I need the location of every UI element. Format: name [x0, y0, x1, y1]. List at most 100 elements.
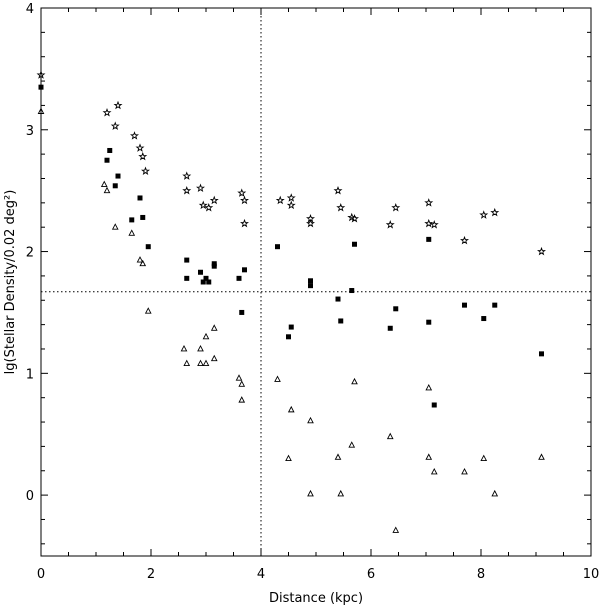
star-marker — [385, 220, 395, 229]
star-marker — [286, 200, 296, 210]
square-marker — [203, 275, 209, 281]
square-marker — [393, 306, 399, 312]
square-marker — [426, 319, 432, 325]
star-marker — [135, 143, 145, 152]
star-marker — [240, 195, 249, 205]
star-marker — [424, 198, 434, 207]
x-tick-label: 4 — [257, 567, 265, 582]
star-marker — [336, 203, 346, 212]
triangle-marker — [136, 256, 144, 263]
star-marker — [424, 218, 434, 228]
triangle-marker — [461, 467, 468, 475]
data-points — [36, 70, 546, 533]
square-marker — [236, 275, 242, 281]
y-tick-label: 3 — [26, 124, 34, 139]
star-marker — [237, 188, 247, 197]
square-marker — [137, 195, 143, 201]
square-marker — [242, 267, 247, 273]
triangle-marker — [285, 454, 292, 462]
triangle-marker — [197, 359, 204, 367]
star-marker — [110, 121, 120, 130]
axis-tick-labels: 0 2 4 6 8 10 0 1 2 3 4 — [26, 2, 600, 582]
star-marker — [141, 166, 150, 175]
x-tick-label: 2 — [147, 567, 155, 582]
y-axis-title: lg(Stellar Density/0.02 deg²) — [3, 190, 18, 375]
triangle-marker — [210, 324, 218, 331]
square-marker — [38, 84, 44, 90]
triangle-marker — [202, 359, 210, 367]
square-marker — [308, 278, 313, 284]
star-marker — [102, 108, 112, 117]
x-tick-label: 0 — [37, 567, 45, 582]
y-tick-label: 1 — [26, 367, 34, 382]
square-marker — [431, 402, 437, 408]
star-marker — [182, 171, 192, 180]
star-marker — [429, 220, 439, 229]
triangle-marker — [337, 489, 345, 497]
star-marker — [391, 203, 401, 212]
square-marker — [107, 147, 113, 153]
star-marker — [333, 185, 343, 195]
triangle-marker — [111, 223, 119, 230]
square-marker — [288, 324, 294, 330]
triangle-marker — [197, 345, 204, 352]
square-marker — [492, 302, 498, 308]
square-marker — [462, 302, 467, 308]
triangle-marker — [235, 374, 243, 381]
star-marker — [209, 195, 219, 205]
square-marker — [184, 257, 190, 263]
square-marker — [275, 244, 280, 250]
y-tick-label: 2 — [26, 246, 34, 261]
square-marker — [129, 217, 135, 223]
star-marker — [350, 213, 359, 223]
square-marker — [198, 269, 203, 275]
triangle-marker — [538, 453, 545, 460]
square-marker — [239, 309, 245, 315]
square-marker — [145, 244, 151, 250]
square-marker — [387, 325, 393, 331]
triangle-marker — [180, 345, 188, 352]
triangle-marker — [392, 526, 400, 533]
square-marker — [349, 288, 355, 294]
triangle-marker — [307, 489, 314, 497]
triangle-marker — [238, 380, 246, 387]
square-marker — [539, 351, 544, 357]
x-tick-label: 6 — [367, 567, 375, 582]
triangle-marker — [491, 489, 499, 497]
star-marker — [479, 210, 489, 219]
x-tick-label: 10 — [583, 567, 600, 582]
square-marker — [481, 316, 487, 322]
x-axis-title: Distance (kpc) — [269, 591, 363, 606]
triangle-marker — [103, 186, 111, 194]
star-marker — [130, 131, 139, 140]
triangle-marker — [425, 453, 433, 460]
triangle-marker — [351, 377, 358, 385]
square-marker — [140, 214, 146, 220]
square-marker — [200, 279, 206, 285]
triangle-marker — [139, 259, 147, 267]
square-marker — [184, 275, 190, 281]
star-marker — [306, 218, 315, 228]
square-marker — [206, 279, 212, 285]
plot-frame — [40, 7, 592, 557]
star-marker — [460, 235, 469, 245]
square-marker — [211, 261, 217, 267]
star-marker — [275, 195, 285, 205]
axis-ticks — [40, 7, 592, 556]
triangle-marker — [183, 359, 191, 367]
star-marker — [113, 100, 123, 110]
square-marker — [308, 283, 313, 289]
star-marker — [490, 207, 500, 217]
triangle-marker — [430, 467, 438, 475]
star-marker — [286, 193, 296, 202]
triangle-marker — [144, 307, 152, 314]
x-tick-label: 8 — [477, 567, 485, 582]
triangle-marker — [425, 383, 433, 391]
square-marker — [335, 296, 341, 302]
triangle-marker — [386, 432, 394, 440]
star-marker — [240, 218, 249, 228]
y-tick-label: 0 — [26, 489, 34, 504]
star-marker — [182, 185, 192, 195]
star-marker — [537, 246, 546, 256]
